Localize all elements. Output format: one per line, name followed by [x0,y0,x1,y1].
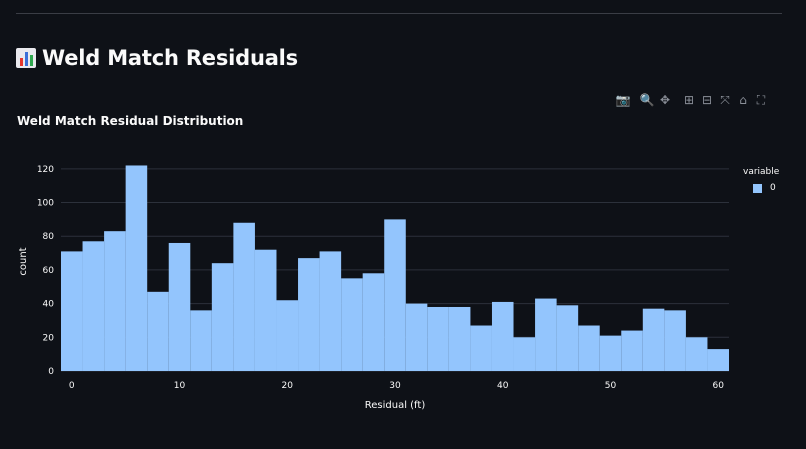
y-tick-label: 60 [43,266,55,276]
legend-title: variable [743,167,780,177]
y-axis-title: count [18,247,29,275]
histogram-bar[interactable] [341,278,363,371]
histogram-bar[interactable] [513,337,536,371]
histogram-bar[interactable] [535,298,557,371]
histogram-bar[interactable] [362,273,385,371]
x-tick-label: 50 [605,381,617,391]
legend-item[interactable]: 0 [753,183,779,193]
histogram-bar[interactable] [61,251,83,371]
histogram-bar[interactable] [104,231,126,371]
histogram-bar[interactable] [147,291,169,371]
y-tick-label: 120 [37,165,54,175]
histogram-bar[interactable] [427,306,449,371]
histogram-bar[interactable] [384,219,406,371]
zoom-in-icon[interactable]: ⊞ [683,93,695,107]
histogram-bar[interactable] [319,251,342,371]
chart-modebar: 📷 🔍 ✥ ⊞ ⊟ ⤧ ⌂ ⛶ [614,92,770,108]
x-tick-label: 10 [174,381,186,391]
bar-chart-emoji-icon [16,48,36,68]
histogram-bar[interactable] [298,258,320,371]
histogram-bar[interactable] [276,300,299,371]
y-tick-label: 40 [43,300,55,310]
histogram-bar[interactable] [125,165,148,371]
top-divider [16,13,782,14]
zoom-icon[interactable]: 🔍 [639,93,655,107]
x-tick-label: 0 [69,381,75,391]
y-tick-label: 80 [43,232,55,242]
x-tick-label: 30 [389,381,401,391]
histogram-bar[interactable] [82,241,105,371]
x-axis-title: Residual (ft) [365,400,426,411]
x-tick-label: 40 [497,381,509,391]
histogram-bar[interactable] [621,330,643,371]
reset-axes-icon[interactable]: ⌂ [739,93,747,107]
histogram-bar[interactable] [254,249,277,371]
histogram-bar[interactable] [685,337,708,371]
legend-label: 0 [770,183,776,193]
histogram-bar[interactable] [642,308,665,371]
zoom-out-icon[interactable]: ⊟ [701,93,713,107]
histogram-bar[interactable] [491,301,514,371]
pan-icon[interactable]: ✥ [659,93,671,107]
y-tick-label: 0 [48,367,54,377]
histogram-bar[interactable] [168,242,191,371]
page-title: Weld Match Residuals [42,46,298,70]
histogram-bar[interactable] [599,335,622,371]
x-tick-label: 20 [282,381,294,391]
histogram-bar[interactable] [211,263,234,371]
legend-swatch [753,183,762,193]
histogram-bar[interactable] [190,310,212,371]
fullscreen-icon[interactable]: ⛶ [756,92,766,107]
autoscale-icon[interactable]: ⤧ [720,92,730,107]
histogram-bar[interactable] [405,303,428,371]
histogram-bar[interactable] [556,305,579,371]
histogram-bar[interactable] [664,310,686,371]
chart-title: Weld Match Residual Distribution [17,114,244,128]
histogram-bar[interactable] [233,222,255,371]
y-tick-label: 100 [37,199,54,209]
y-tick-label: 20 [43,333,55,343]
histogram-bar[interactable] [470,325,492,371]
histogram-bar[interactable] [578,325,600,371]
histogram-bar[interactable] [448,306,471,371]
histogram-bar[interactable] [707,349,729,371]
camera-icon[interactable]: 📷 [615,93,631,107]
page-header: Weld Match Residuals [16,46,298,70]
legend: variable 0 [743,167,779,193]
x-tick-label: 60 [712,381,724,391]
